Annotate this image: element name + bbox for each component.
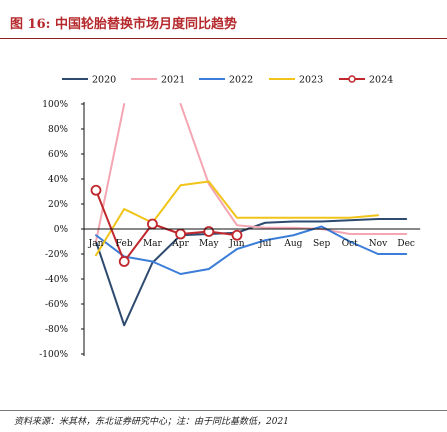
x-tick-label: Jul	[258, 239, 271, 249]
legend-marker-2024	[348, 75, 356, 83]
series-line-2021	[179, 103, 408, 235]
figure-title: 图 16: 中国轮胎替换市场月度同比趋势	[10, 17, 237, 32]
series-line-2020	[95, 218, 408, 327]
data-point-2024	[90, 184, 102, 196]
y-tick-label: 0%	[54, 225, 69, 235]
data-point-2024	[146, 218, 158, 230]
x-tick-label: Aug	[283, 239, 302, 249]
y-tick-label: -40%	[45, 275, 68, 285]
y-tick-label: -80%	[45, 325, 68, 335]
legend-label-2021: 2021	[161, 75, 185, 86]
title-divider	[0, 38, 447, 39]
x-tick-label: Feb	[116, 239, 133, 249]
source-note: 资料来源：米其林，东北证券研究中心；注：由于同比基数低，2021	[14, 417, 289, 427]
x-tick-label: Sep	[313, 239, 330, 249]
data-point-2024	[231, 229, 243, 241]
y-tick-label: 100%	[42, 100, 68, 110]
series-layer	[90, 103, 408, 327]
y-tick-label: 60%	[48, 150, 68, 160]
y-tick-label: 20%	[48, 200, 68, 210]
legend-label-2023: 2023	[299, 75, 323, 86]
series-line-2022	[95, 225, 408, 275]
x-tick-label: Apr	[171, 239, 189, 249]
x-tick-label: Mar	[143, 239, 163, 249]
series-line-2023	[95, 180, 379, 257]
x-axis: Jan Feb Mar Apr May Jun Jul Aug Sep Oct Nov Dec	[84, 228, 421, 249]
x-tick-label: Jun	[228, 239, 244, 249]
source-divider	[0, 410, 447, 411]
x-tick-label: Jan	[88, 239, 104, 249]
x-tick-label: May	[199, 239, 220, 249]
data-point-2024	[203, 226, 215, 237]
legend-label-2024: 2024	[369, 75, 393, 86]
y-tick-label: -60%	[45, 300, 68, 310]
data-point-2024	[118, 256, 130, 267]
data-point-2024	[175, 228, 187, 240]
x-tick-label: Nov	[369, 239, 388, 249]
series-line-2021	[95, 103, 126, 243]
legend-label-2020: 2020	[92, 75, 116, 86]
line-chart: 2020 2021 2022 2023 2024 100% 80% 60% 40% 20% 0% -…	[39, 75, 421, 360]
x-tick-label: Dec	[397, 239, 415, 249]
y-tick-label: 80%	[48, 125, 68, 135]
x-tick-label: Oct	[342, 239, 358, 249]
chart-legend: 2020 2021 2022 2023 2024	[62, 75, 393, 86]
y-tick-label: -20%	[45, 250, 68, 260]
y-tick-label: 40%	[48, 175, 68, 185]
y-axis: 100% 80% 60% 40% 20% 0% -20% -40% -60% -80% -100%	[39, 100, 85, 360]
legend-label-2022: 2022	[229, 75, 253, 86]
y-tick-label: -100%	[39, 350, 68, 360]
